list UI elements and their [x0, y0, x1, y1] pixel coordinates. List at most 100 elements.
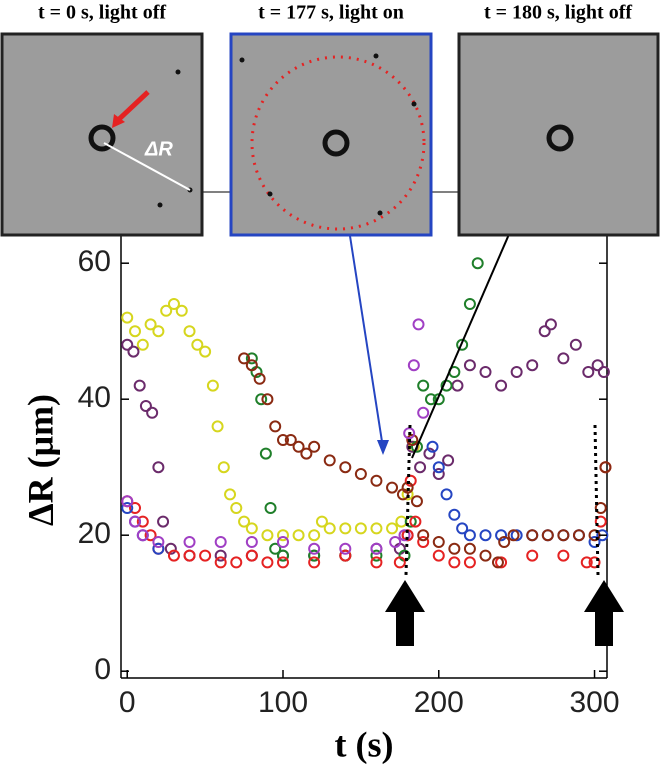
data-point: [245, 549, 258, 562]
data-point: [463, 542, 476, 555]
data-point: [463, 556, 476, 569]
data-point: [370, 522, 383, 535]
data-point: [424, 393, 437, 406]
data-point: [591, 359, 604, 372]
data-point: [214, 549, 227, 562]
particle: [377, 210, 383, 216]
data-point: [386, 481, 399, 494]
particle: [322, 129, 350, 157]
data-point: [406, 434, 419, 446]
data-point: [409, 515, 422, 528]
data-point: [255, 393, 268, 406]
inset-label: ΔR: [144, 138, 173, 160]
data-point: [277, 529, 289, 542]
data-point: [599, 461, 612, 474]
data-point: [448, 542, 461, 555]
data-point: [214, 536, 227, 548]
data-point: [323, 454, 336, 467]
data-point: [238, 515, 251, 528]
particle: [239, 57, 245, 63]
data-point: [393, 556, 406, 569]
data-point: [448, 556, 461, 569]
data-point: [580, 556, 593, 569]
data-point: [410, 495, 423, 508]
data-point: [403, 427, 416, 440]
data-point: [451, 379, 464, 392]
data-point: [442, 454, 455, 467]
data-point: [510, 366, 523, 378]
data-point: [284, 434, 297, 446]
data-point: [538, 325, 551, 338]
data-point: [308, 440, 321, 453]
data-point: [269, 542, 282, 555]
data-point: [582, 366, 595, 378]
data-point: [183, 549, 196, 562]
data-point: [315, 515, 328, 528]
data-point: [264, 502, 277, 514]
data-point: [417, 379, 430, 392]
data-point: [224, 488, 237, 501]
data-point: [160, 304, 173, 317]
inset-image: [457, 32, 660, 237]
inset-image: [0, 32, 204, 237]
panel-title: t = 0 s, light off: [38, 2, 166, 24]
y-tick-label: 20: [78, 517, 111, 550]
data-point: [214, 556, 227, 569]
data-point: [292, 529, 305, 542]
data-point: [191, 338, 204, 351]
data-point: [526, 549, 539, 562]
data-point: [308, 542, 321, 555]
data-point: [544, 318, 557, 331]
data-point: [230, 556, 243, 569]
data-point: [277, 556, 289, 569]
data-point: [300, 447, 313, 460]
data-point: [596, 529, 609, 542]
data-point: [463, 298, 476, 310]
data-point: [144, 529, 157, 542]
data-point: [259, 447, 272, 460]
data-point: [206, 379, 219, 392]
data-point: [557, 549, 570, 562]
data-point: [152, 536, 165, 548]
pointer-line: [411, 231, 511, 459]
data-point: [557, 529, 570, 542]
data-point: [597, 366, 610, 378]
data-point: [136, 338, 149, 351]
red-arrow-head: [112, 114, 125, 128]
data-point: [152, 542, 165, 555]
data-point: [129, 502, 142, 514]
x-tick-label: 300: [570, 686, 620, 719]
data-point: [541, 529, 554, 542]
data-point: [308, 529, 321, 542]
particle: [411, 101, 417, 107]
data-point: [127, 345, 140, 358]
x-tick-label: 100: [258, 686, 308, 719]
data-point: [146, 406, 159, 419]
data-point: [498, 536, 511, 548]
data-point: [308, 549, 321, 562]
data-point: [167, 298, 180, 310]
data-point: [370, 474, 383, 487]
particle: [267, 191, 273, 197]
particle: [175, 69, 181, 75]
data-point: [339, 461, 352, 474]
y-tick-label: 40: [78, 381, 111, 414]
red-arrow: [114, 90, 150, 124]
data-point: [277, 549, 289, 562]
data-point: [495, 529, 508, 542]
data-point: [261, 556, 274, 569]
dotted-line: [593, 424, 600, 576]
data-point: [414, 461, 427, 474]
data-point: [217, 461, 230, 474]
data-point: [139, 400, 152, 412]
data-point: [398, 529, 411, 542]
data-point: [432, 536, 445, 548]
data-point: [339, 542, 352, 555]
data-layer: [121, 216, 612, 569]
data-point: [407, 359, 420, 372]
data-point: [370, 542, 383, 555]
data-point: [526, 529, 539, 542]
data-point: [129, 325, 142, 338]
data-point: [432, 461, 445, 474]
data-point: [507, 529, 520, 542]
